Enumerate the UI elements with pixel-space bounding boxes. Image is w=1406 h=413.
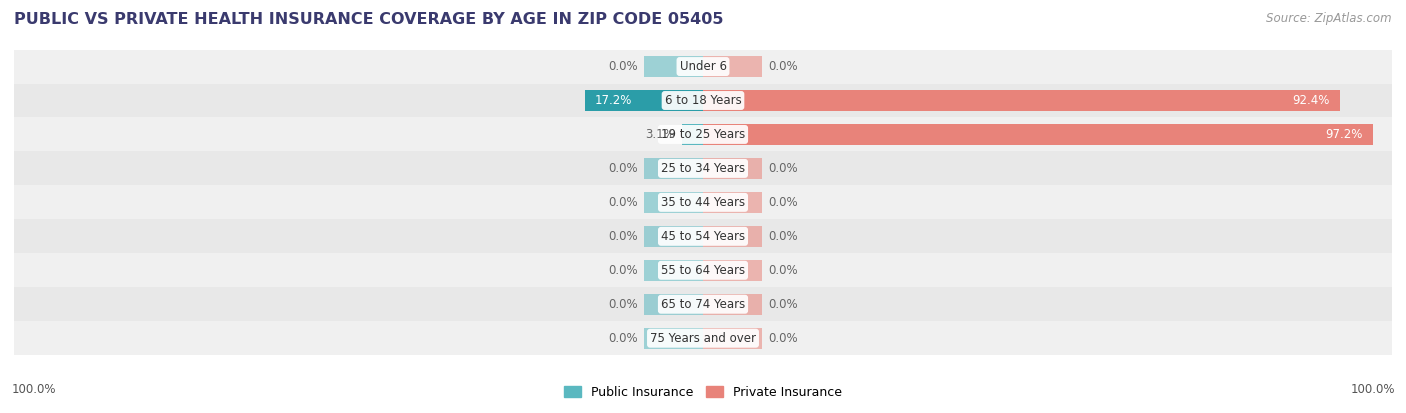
Bar: [14, 185, 1392, 219]
Text: 19 to 25 Years: 19 to 25 Years: [661, 128, 745, 141]
Bar: [703, 124, 1372, 145]
Bar: [703, 328, 762, 349]
Text: 0.0%: 0.0%: [607, 264, 637, 277]
Text: Under 6: Under 6: [679, 60, 727, 73]
Text: 25 to 34 Years: 25 to 34 Years: [661, 162, 745, 175]
Text: 0.0%: 0.0%: [607, 196, 637, 209]
Bar: [644, 56, 703, 77]
Text: 0.0%: 0.0%: [769, 332, 799, 345]
Text: 0.0%: 0.0%: [769, 60, 799, 73]
Bar: [644, 294, 703, 315]
Text: PUBLIC VS PRIVATE HEALTH INSURANCE COVERAGE BY AGE IN ZIP CODE 05405: PUBLIC VS PRIVATE HEALTH INSURANCE COVER…: [14, 12, 724, 27]
Text: 17.2%: 17.2%: [595, 94, 633, 107]
Text: 65 to 74 Years: 65 to 74 Years: [661, 298, 745, 311]
Bar: [14, 50, 1392, 83]
Bar: [703, 260, 762, 281]
Bar: [14, 219, 1392, 253]
Bar: [644, 260, 703, 281]
Bar: [703, 158, 762, 179]
Text: 0.0%: 0.0%: [607, 298, 637, 311]
Text: 92.4%: 92.4%: [1292, 94, 1329, 107]
Text: 0.0%: 0.0%: [769, 162, 799, 175]
Text: 0.0%: 0.0%: [607, 332, 637, 345]
Text: 0.0%: 0.0%: [769, 196, 799, 209]
Bar: [644, 158, 703, 179]
Bar: [585, 90, 703, 111]
Bar: [14, 117, 1392, 152]
Bar: [703, 90, 1340, 111]
Text: 0.0%: 0.0%: [607, 162, 637, 175]
Text: 100.0%: 100.0%: [1350, 384, 1395, 396]
Text: 75 Years and over: 75 Years and over: [650, 332, 756, 345]
Text: 0.0%: 0.0%: [769, 298, 799, 311]
Bar: [644, 192, 703, 213]
Bar: [14, 287, 1392, 321]
Text: 35 to 44 Years: 35 to 44 Years: [661, 196, 745, 209]
Text: 100.0%: 100.0%: [11, 384, 56, 396]
Bar: [644, 226, 703, 247]
Bar: [703, 56, 762, 77]
Text: 0.0%: 0.0%: [607, 230, 637, 243]
Bar: [644, 328, 703, 349]
Text: 55 to 64 Years: 55 to 64 Years: [661, 264, 745, 277]
Text: 0.0%: 0.0%: [607, 60, 637, 73]
Legend: Public Insurance, Private Insurance: Public Insurance, Private Insurance: [558, 381, 848, 404]
Bar: [703, 294, 762, 315]
Bar: [703, 226, 762, 247]
Bar: [14, 253, 1392, 287]
Text: 6 to 18 Years: 6 to 18 Years: [665, 94, 741, 107]
Bar: [682, 124, 703, 145]
Bar: [703, 192, 762, 213]
Bar: [14, 321, 1392, 355]
Bar: [14, 83, 1392, 117]
Text: 3.1%: 3.1%: [645, 128, 675, 141]
Text: 45 to 54 Years: 45 to 54 Years: [661, 230, 745, 243]
Text: 0.0%: 0.0%: [769, 230, 799, 243]
Text: 97.2%: 97.2%: [1324, 128, 1362, 141]
Text: 0.0%: 0.0%: [769, 264, 799, 277]
Bar: [14, 152, 1392, 185]
Text: Source: ZipAtlas.com: Source: ZipAtlas.com: [1267, 12, 1392, 25]
